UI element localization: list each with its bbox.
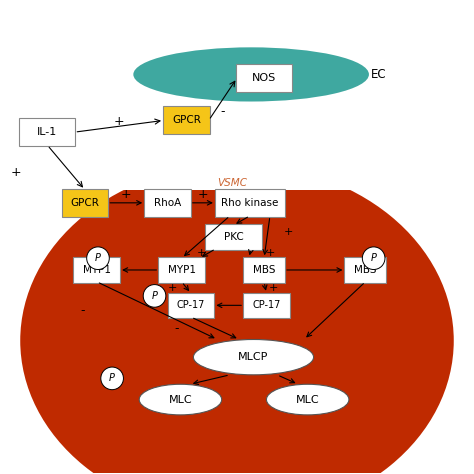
FancyBboxPatch shape bbox=[19, 118, 75, 146]
Text: +: + bbox=[114, 115, 125, 128]
Circle shape bbox=[143, 284, 166, 307]
FancyBboxPatch shape bbox=[144, 189, 191, 217]
Text: IL-1: IL-1 bbox=[37, 127, 57, 137]
Text: PKC: PKC bbox=[224, 232, 243, 242]
Circle shape bbox=[101, 367, 123, 390]
FancyBboxPatch shape bbox=[345, 257, 386, 283]
Text: GPCR: GPCR bbox=[71, 198, 100, 208]
Text: MLC: MLC bbox=[296, 394, 319, 405]
Text: P: P bbox=[152, 291, 157, 301]
Text: +: + bbox=[216, 228, 225, 237]
Text: +: + bbox=[121, 188, 132, 201]
Text: -: - bbox=[81, 304, 85, 317]
Text: Rho kinase: Rho kinase bbox=[221, 198, 279, 208]
FancyBboxPatch shape bbox=[236, 64, 292, 92]
FancyBboxPatch shape bbox=[62, 189, 109, 217]
Text: +: + bbox=[269, 283, 278, 292]
Circle shape bbox=[362, 247, 385, 270]
Text: NOS: NOS bbox=[252, 73, 276, 83]
Ellipse shape bbox=[266, 384, 349, 415]
Ellipse shape bbox=[139, 384, 222, 415]
Text: MYP1: MYP1 bbox=[168, 265, 196, 275]
Text: +: + bbox=[167, 283, 177, 292]
Text: -: - bbox=[220, 105, 225, 118]
Text: P: P bbox=[109, 374, 115, 383]
FancyBboxPatch shape bbox=[73, 257, 120, 283]
Text: CP-17: CP-17 bbox=[177, 301, 205, 310]
Text: VSMC: VSMC bbox=[217, 178, 247, 188]
FancyBboxPatch shape bbox=[243, 292, 290, 318]
FancyBboxPatch shape bbox=[205, 224, 262, 250]
Text: MBS: MBS bbox=[253, 265, 275, 275]
Text: MYP1: MYP1 bbox=[83, 265, 111, 275]
Text: +: + bbox=[198, 188, 208, 201]
Text: +: + bbox=[197, 248, 206, 258]
FancyBboxPatch shape bbox=[215, 189, 285, 217]
Text: MLCP: MLCP bbox=[238, 352, 269, 362]
Text: +: + bbox=[284, 228, 293, 237]
Ellipse shape bbox=[20, 164, 454, 474]
Ellipse shape bbox=[193, 339, 314, 375]
FancyBboxPatch shape bbox=[163, 107, 210, 134]
Text: +: + bbox=[265, 248, 274, 258]
Bar bbox=[1, 0, 473, 190]
FancyBboxPatch shape bbox=[168, 292, 214, 318]
Text: P: P bbox=[371, 253, 376, 263]
Text: GPCR: GPCR bbox=[172, 115, 201, 125]
Text: MBS: MBS bbox=[354, 265, 377, 275]
Ellipse shape bbox=[133, 47, 369, 101]
Text: P: P bbox=[95, 253, 101, 263]
Text: CP-17: CP-17 bbox=[252, 301, 281, 310]
Text: -: - bbox=[175, 322, 179, 335]
Text: EC: EC bbox=[371, 68, 386, 81]
FancyBboxPatch shape bbox=[158, 257, 205, 283]
Text: MLC: MLC bbox=[169, 394, 192, 405]
Circle shape bbox=[87, 247, 109, 270]
Text: +: + bbox=[10, 166, 21, 179]
Text: RhoA: RhoA bbox=[154, 198, 181, 208]
FancyBboxPatch shape bbox=[243, 257, 285, 283]
